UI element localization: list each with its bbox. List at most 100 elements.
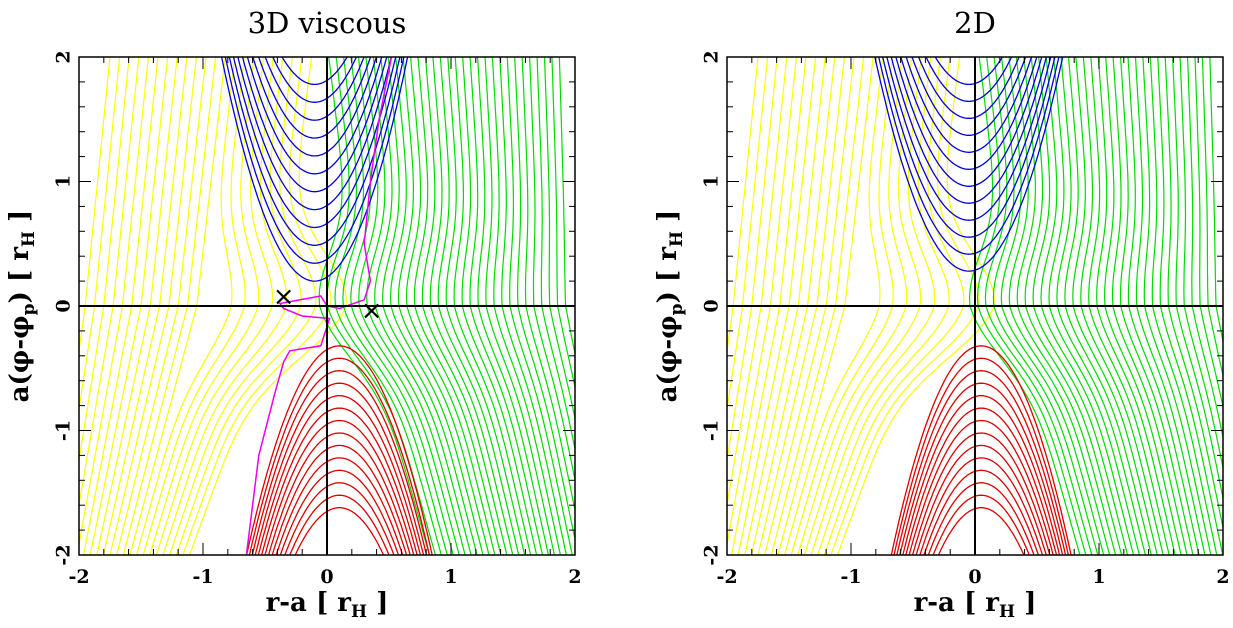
contour-lower [264, 419, 415, 555]
x-axis-label-tail: ] [367, 588, 389, 618]
x-axis-label-text: r-a [ r [913, 588, 1000, 618]
contour-lower [896, 370, 1067, 555]
chart-title: 3D viscous [247, 6, 407, 40]
contour-lower [911, 432, 1051, 555]
plot-area: -2 -1 0 1 2 -2 -1 0 1 2 [701, 50, 1230, 588]
y-axis-label: a(φ-φp) [ rH ] [653, 156, 687, 456]
contour-upper [264, 57, 365, 121]
contour-lower [932, 494, 1030, 555]
contour-lower [260, 407, 418, 555]
panel-3d-viscous: 3D viscous -2 -1 0 1 2 -2 -1 0 1 2 × × r-a [ rH ] a… [0, 0, 616, 628]
contour-upper [878, 57, 1060, 255]
y-axis-label-text: a(φ-φ [652, 315, 683, 403]
y-tick-label: 1 [701, 175, 723, 188]
contour-upper [874, 57, 1064, 272]
x-tick-label: 0 [968, 566, 981, 588]
panel-2d: 2D -2 -1 0 1 2 -2 -1 0 1 2 r-a [ rH ] a(φ-φp) [ r… [648, 0, 1233, 628]
contour-upper [890, 57, 1048, 204]
chart-title: 2D [954, 6, 996, 40]
contour-upper [911, 57, 1027, 136]
x-axis-label: r-a [ rH ] [727, 588, 1223, 622]
contour-lower [890, 345, 1072, 555]
contour-upper [237, 57, 392, 211]
contour-lower [245, 345, 433, 555]
contour-upper [281, 57, 348, 86]
separatrix-curve [245, 57, 393, 555]
x-tick-label: -1 [840, 566, 861, 588]
contour-lower [937, 507, 1025, 555]
contour-upper [232, 57, 397, 229]
contour-upper [257, 57, 372, 139]
contour-upper [882, 57, 1056, 238]
y-tick-label: 2 [701, 50, 723, 63]
x-tick-label: 0 [320, 566, 333, 588]
contour-upper [220, 57, 409, 282]
y-tick-label: -2 [701, 544, 723, 565]
y-axis-label-tail: ] [4, 209, 35, 231]
contour-lower [294, 507, 385, 555]
contour-lower [899, 382, 1064, 555]
contour-lower [927, 482, 1035, 555]
contour-lower [279, 469, 400, 555]
contour-lower [923, 469, 1040, 555]
contour-upper [917, 57, 1020, 119]
y-axis-label-sub2: H [19, 231, 40, 248]
y-tick-label: -1 [701, 420, 723, 441]
contour-lower [248, 357, 431, 555]
contour-lower [289, 494, 390, 555]
contour-lower [893, 357, 1070, 555]
contour-lower [254, 382, 425, 555]
x-tick-label: -2 [68, 566, 89, 588]
y-tick-label: -2 [53, 544, 75, 565]
contour-lower [275, 457, 404, 555]
x-tick-label: 1 [444, 566, 457, 588]
x-tick-label: 2 [568, 566, 581, 588]
x-tick-label: 1 [1092, 566, 1105, 588]
contour-lower [902, 394, 1061, 555]
marker-x: × [361, 296, 383, 326]
plot-area: -2 -1 0 1 2 -2 -1 0 1 2 × × [53, 50, 582, 588]
contour-upper [224, 57, 405, 264]
contour-lower [251, 370, 428, 555]
y-axis-label-sub2: H [667, 231, 688, 248]
contour-upper [241, 57, 388, 193]
y-axis-label-mid: ) [ r [4, 247, 35, 304]
contour-upper [900, 57, 1038, 170]
marker-x: × [273, 282, 295, 312]
x-axis-label-sub: H [999, 602, 1016, 623]
contour-lower [915, 444, 1047, 555]
y-axis-label: a(φ-φp) [ rH ] [5, 156, 39, 456]
contour-upper [252, 57, 378, 157]
y-axis-label-tail: ] [652, 209, 683, 231]
contour-lower [919, 457, 1044, 555]
contour-upper [228, 57, 401, 246]
y-tick-label: -1 [53, 420, 75, 441]
contour-upper [272, 57, 358, 103]
contour-upper [886, 57, 1052, 221]
contour-lower [284, 482, 395, 555]
contour-upper [934, 57, 1004, 86]
y-axis-label-sub1: p [19, 303, 40, 316]
contour-lower [257, 394, 422, 555]
x-axis-label-sub: H [351, 602, 368, 623]
contour-upper [246, 57, 383, 175]
x-tick-label: 2 [1216, 566, 1229, 588]
contour-lower [267, 432, 411, 555]
y-axis-label-mid: ) [ r [652, 247, 683, 304]
y-axis-label-sub1: p [667, 303, 688, 316]
contour-upper [925, 57, 1013, 103]
contour-upper [895, 57, 1043, 187]
x-axis-label: r-a [ rH ] [79, 588, 575, 622]
contour-lower [908, 419, 1054, 555]
contour-lower [271, 444, 408, 555]
contour-upper [905, 57, 1033, 153]
x-tick-label: -2 [716, 566, 737, 588]
x-tick-label: -1 [192, 566, 213, 588]
y-tick-label: 2 [53, 50, 75, 63]
x-axis-label-text: r-a [ r [265, 588, 352, 618]
x-axis-label-tail: ] [1015, 588, 1037, 618]
contour-lower [905, 407, 1058, 555]
y-tick-label: 0 [701, 299, 723, 312]
y-tick-label: 1 [53, 175, 75, 188]
y-axis-label-text: a(φ-φ [4, 315, 35, 403]
